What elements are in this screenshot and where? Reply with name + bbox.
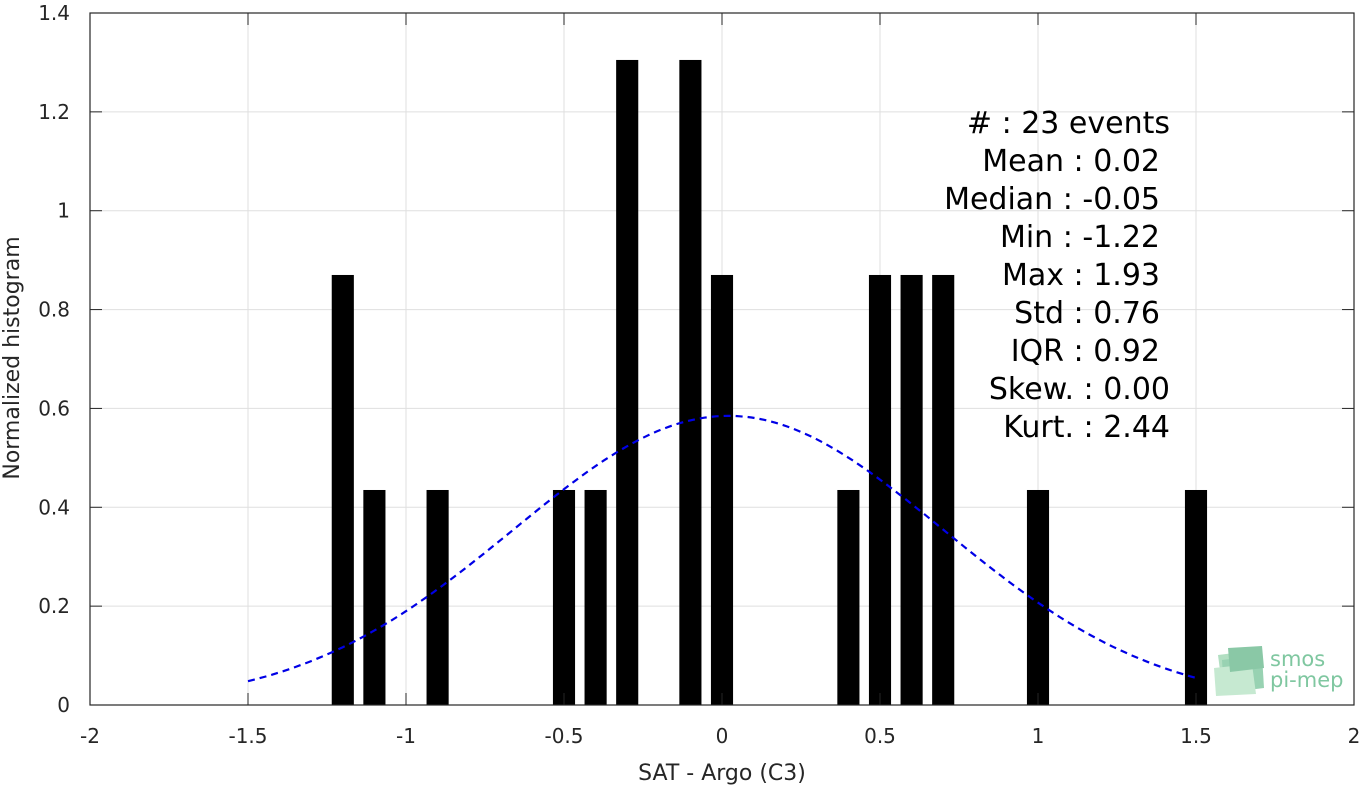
y-axis-ticks: 0 0.2 0.4 0.6 0.8 1 1.2 1.4: [38, 1, 1354, 717]
y-tick-label: 0.6: [38, 396, 70, 420]
stat-std: Std : 0.76: [1014, 296, 1160, 331]
histogram-bar: [868, 274, 892, 705]
stats-annotation: # : 23 events Mean : 0.02 Median : -0.05…: [944, 106, 1170, 445]
histogram-bar: [679, 59, 702, 705]
histogram-bar: [1026, 489, 1050, 705]
histogram-bar: [900, 274, 923, 705]
y-tick-label: 0: [57, 693, 70, 717]
y-axis-label: Normalized histogram: [0, 236, 25, 479]
y-tick-label: 0.2: [38, 594, 70, 618]
x-tick-label: 0: [716, 724, 729, 748]
x-axis-ticks: -2 -1.5 -1 -0.5 0 0.5 1 1.5 2: [80, 13, 1360, 748]
x-tick-label: -0.5: [544, 724, 583, 748]
histogram-bar: [616, 59, 639, 705]
y-tick-label: 1: [57, 199, 70, 223]
stat-mean: Mean : 0.02: [982, 144, 1160, 179]
y-tick-label: 1.4: [38, 1, 70, 25]
histogram-bar: [710, 274, 734, 705]
x-tick-label: 1: [1032, 724, 1045, 748]
y-tick-label: 1.2: [38, 100, 70, 124]
stat-max: Max : 1.93: [1002, 258, 1160, 293]
logo-text-pi-mep: pi-mep: [1270, 668, 1343, 692]
logo-mark-icon: [1214, 646, 1264, 696]
stat-skew: Skew. : 0.00: [989, 372, 1170, 407]
y-tick-label: 0.4: [38, 495, 70, 519]
stat-count: # : 23 events: [967, 106, 1170, 141]
stat-kurt: Kurt. : 2.44: [1003, 410, 1170, 445]
histogram-bar: [1184, 489, 1208, 705]
stat-min: Min : -1.22: [1000, 220, 1160, 255]
x-tick-label: -2: [80, 724, 100, 748]
logo-text-smos: smos: [1270, 647, 1325, 671]
histogram-bar: [584, 489, 607, 705]
x-tick-label: 1.5: [1180, 724, 1212, 748]
histogram-bar: [932, 274, 955, 705]
histogram-bar: [837, 489, 860, 705]
normal-fit-curve: [247, 414, 1197, 683]
x-axis-label: SAT - Argo (C3): [638, 761, 806, 786]
x-tick-label: 0.5: [864, 724, 896, 748]
x-tick-label: 2: [1348, 724, 1361, 748]
histogram-bar: [552, 489, 576, 705]
stat-iqr: IQR : 0.92: [1011, 334, 1160, 369]
x-tick-label: -1.5: [228, 724, 267, 748]
x-tick-label: -1: [396, 724, 416, 748]
y-tick-label: 0.8: [38, 298, 70, 322]
histogram-bar: [426, 489, 449, 705]
histogram-bar: [331, 274, 354, 705]
stat-median: Median : -0.05: [944, 182, 1160, 217]
histogram-bar: [363, 489, 386, 705]
bars: [331, 59, 1208, 705]
normal-fit-line: [247, 414, 1197, 683]
smos-pi-mep-logo: smos pi-mep: [1214, 646, 1343, 696]
